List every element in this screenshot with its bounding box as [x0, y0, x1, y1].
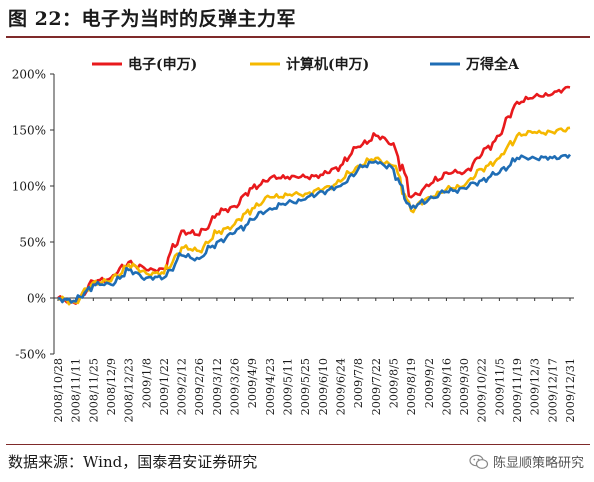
y-tick-label: -50%	[15, 348, 46, 362]
x-tick-label: 2008/10/28	[52, 358, 65, 422]
figure-title: 图 22：电子为当时的反弹主力军	[8, 8, 297, 30]
footer-divider	[6, 444, 590, 445]
y-tick-label: 100%	[12, 180, 46, 194]
x-tick-label: 2009/3/26	[229, 358, 242, 415]
axes: -50% 0% 50% 100% 150% 200% 2008/10/28 2008/11/1…	[12, 68, 577, 423]
x-tick-label: 2009/11/5	[493, 358, 506, 415]
series-layer	[57, 85, 572, 306]
series-line-1	[57, 85, 571, 305]
legend-label: 电子(申万)	[128, 56, 197, 73]
x-tick-label: 2009/6/24	[334, 358, 347, 415]
source-note: 数据来源：Wind，国泰君安证券研究	[8, 453, 258, 471]
x-tick-label: 2009/12/17	[546, 358, 559, 422]
x-tick-label: 2008/11/11	[70, 358, 83, 422]
x-tick-label: 2009/9/16	[440, 358, 453, 415]
x-tick-label: 2009/6/10	[317, 358, 330, 415]
title-divider	[6, 36, 590, 38]
x-tick-label: 2009/12/3	[529, 358, 542, 415]
line-chart: -50% 0% 50% 100% 150% 200% 2008/10/28 2008/11/1…	[12, 56, 577, 423]
x-tick-label: 2009/1/22	[158, 358, 171, 415]
x-tick-label: 2009/5/25	[299, 358, 312, 415]
x-tick-label: 2009/10/22	[476, 358, 489, 422]
y-tick-label: 200%	[12, 68, 46, 82]
x-tick-label: 2008/12/9	[105, 358, 118, 415]
y-tick-label: 0%	[27, 292, 46, 306]
x-tick-label: 2009/4/9	[246, 358, 259, 408]
x-tick-label: 2009/2/12	[176, 358, 189, 415]
x-tick-label: 2009/7/22	[370, 358, 383, 415]
wechat-icon	[469, 454, 489, 469]
legend: 电子(申万) 计算机(申万) 万得全A	[92, 56, 520, 73]
x-tick-label: 2008/11/25	[87, 358, 100, 422]
x-tick-label: 2009/8/5	[387, 358, 400, 408]
legend-label: 计算机(申万)	[286, 56, 369, 73]
series-line-2	[57, 126, 571, 306]
watermark: 陈显顺策略研究	[469, 452, 584, 471]
x-tick-label: 2009/5/11	[282, 358, 295, 415]
x-tick-label: 2009/9/2	[423, 358, 436, 408]
x-tick-label: 2009/12/31	[564, 358, 577, 422]
y-tick-label: 150%	[12, 124, 46, 138]
x-tick-label: 2009/4/23	[264, 358, 277, 415]
x-tick-label: 2009/2/26	[193, 358, 206, 415]
y-tick-label: 50%	[19, 236, 46, 250]
x-tick-label: 2009/8/19	[405, 358, 418, 415]
x-tick-label: 2009/9/30	[458, 358, 471, 415]
x-tick-label: 2009/7/8	[352, 358, 365, 408]
legend-label: 万得全A	[465, 56, 520, 73]
x-tick-label: 2008/12/23	[123, 358, 136, 422]
x-tick-label: 2009/3/12	[211, 358, 224, 415]
series-line-3	[57, 153, 572, 304]
watermark-text: 陈显顺策略研究	[492, 456, 584, 471]
x-tick-label: 2009/11/19	[511, 358, 524, 422]
x-tick-label: 2009/1/8	[140, 358, 153, 408]
